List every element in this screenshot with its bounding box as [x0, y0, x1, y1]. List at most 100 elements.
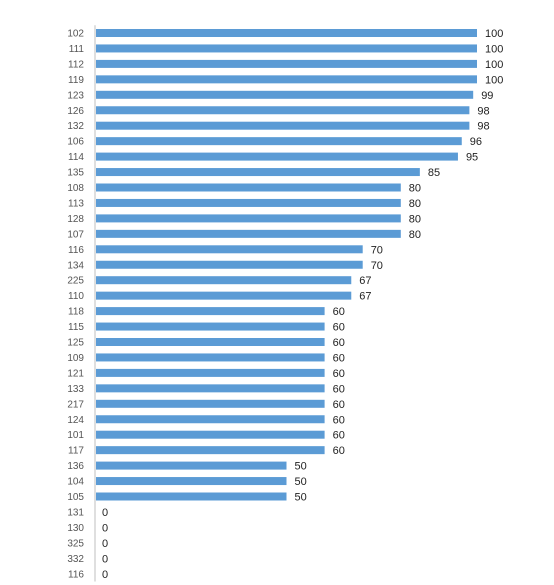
bar — [96, 75, 477, 84]
bar — [96, 415, 325, 424]
category-label: 119 — [68, 75, 84, 86]
bar — [96, 121, 470, 130]
bar — [96, 461, 287, 470]
bar — [96, 29, 477, 37]
bar — [96, 307, 325, 316]
bar — [96, 399, 325, 408]
value-label: 67 — [359, 275, 371, 287]
bar — [96, 106, 470, 115]
value-label: 60 — [333, 399, 345, 411]
category-label: 136 — [67, 461, 84, 472]
value-label: 67 — [359, 291, 371, 303]
category-label: 130 — [67, 523, 84, 534]
category-label: 101 — [67, 430, 84, 441]
category-label: 131 — [67, 507, 84, 518]
category-label: 217 — [67, 399, 84, 410]
value-label: 0 — [102, 569, 108, 581]
bar — [96, 477, 287, 486]
category-label: 109 — [67, 353, 84, 364]
value-label: 80 — [409, 198, 421, 210]
bar — [96, 430, 325, 439]
category-label: 123 — [67, 90, 84, 101]
category-label: 116 — [68, 245, 84, 256]
value-label: 96 — [470, 136, 482, 148]
value-label: 70 — [371, 244, 383, 256]
bar — [96, 152, 458, 161]
category-label: 125 — [67, 338, 84, 349]
bar — [96, 59, 477, 68]
value-label: 99 — [481, 90, 493, 102]
category-label: 126 — [67, 106, 84, 117]
category-label: 124 — [67, 415, 84, 426]
bar — [96, 291, 352, 300]
bar — [96, 446, 325, 455]
value-label: 50 — [295, 492, 307, 504]
category-label: 111 — [69, 44, 85, 55]
category-label: 133 — [67, 384, 84, 395]
category-label: 132 — [67, 121, 84, 132]
category-label: 106 — [67, 137, 84, 148]
value-label: 80 — [409, 213, 421, 225]
value-label: 100 — [485, 28, 503, 40]
bar — [96, 338, 325, 346]
bar — [96, 229, 401, 238]
category-label: 118 — [68, 307, 84, 318]
category-label: 325 — [67, 538, 84, 549]
value-label: 50 — [295, 461, 307, 473]
category-label: 117 — [68, 446, 84, 457]
value-label: 80 — [409, 183, 421, 195]
category-label: 105 — [67, 492, 84, 503]
value-label: 60 — [333, 445, 345, 457]
value-label: 0 — [102, 507, 108, 519]
value-label: 50 — [295, 476, 307, 488]
value-label: 85 — [428, 167, 440, 179]
category-label: 113 — [68, 198, 84, 209]
value-label: 100 — [485, 59, 503, 71]
category-label: 114 — [68, 152, 84, 163]
bar — [96, 183, 401, 192]
category-label: 102 — [67, 29, 84, 40]
category-label: 108 — [67, 183, 84, 194]
value-label: 60 — [333, 352, 345, 364]
value-label: 60 — [333, 414, 345, 426]
category-label: 110 — [68, 291, 84, 302]
value-label: 0 — [102, 538, 108, 550]
category-label: 225 — [67, 276, 84, 287]
value-label: 100 — [485, 43, 503, 55]
category-label: 135 — [67, 168, 84, 179]
bar — [96, 245, 363, 254]
bar — [96, 260, 363, 269]
category-label: 107 — [67, 229, 84, 240]
bar — [96, 198, 401, 207]
value-label: 60 — [333, 337, 345, 349]
value-label: 0 — [102, 522, 108, 534]
value-label: 60 — [333, 306, 345, 318]
value-label: 95 — [466, 152, 478, 164]
category-label: 134 — [67, 260, 84, 271]
value-label: 60 — [333, 368, 345, 380]
category-label: 112 — [68, 59, 84, 70]
category-label: 128 — [67, 214, 84, 225]
bar — [96, 214, 401, 223]
value-label: 60 — [333, 322, 345, 334]
bar — [96, 322, 325, 331]
bar — [96, 44, 477, 53]
value-label: 60 — [333, 430, 345, 442]
bar — [96, 384, 325, 393]
bar — [96, 137, 462, 146]
value-label: 70 — [371, 260, 383, 272]
category-label: 332 — [67, 554, 84, 565]
value-label: 98 — [477, 121, 489, 133]
value-label: 100 — [485, 74, 503, 86]
value-label: 80 — [409, 229, 421, 241]
bar — [96, 168, 420, 177]
bar — [96, 492, 287, 501]
value-label: 0 — [102, 553, 108, 565]
bar — [96, 276, 352, 285]
category-label: 104 — [67, 477, 84, 488]
bar — [96, 90, 474, 99]
category-label: 121 — [67, 368, 84, 379]
value-label: 98 — [477, 105, 489, 117]
